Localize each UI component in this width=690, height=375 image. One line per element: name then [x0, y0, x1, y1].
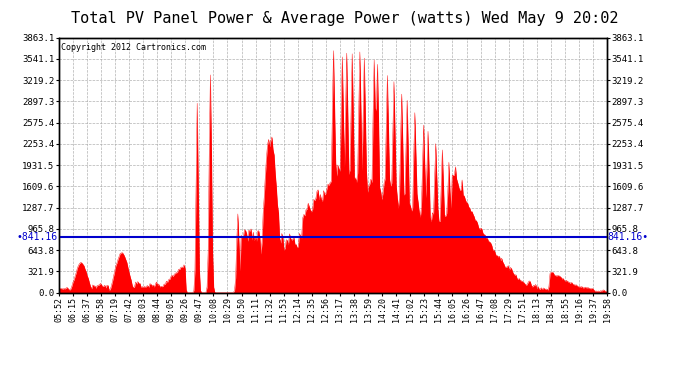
Text: •841.16: •841.16 [17, 232, 58, 242]
Text: Total PV Panel Power & Average Power (watts) Wed May 9 20:02: Total PV Panel Power & Average Power (wa… [71, 11, 619, 26]
Text: Copyright 2012 Cartronics.com: Copyright 2012 Cartronics.com [61, 43, 206, 52]
Text: 841.16•: 841.16• [608, 232, 649, 242]
